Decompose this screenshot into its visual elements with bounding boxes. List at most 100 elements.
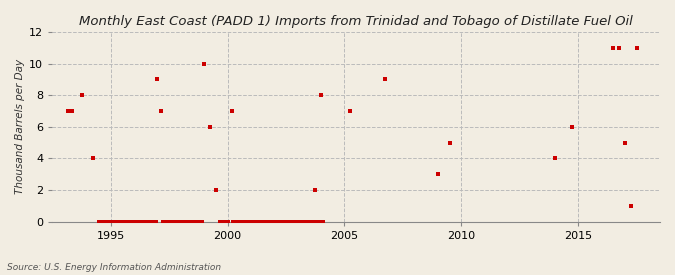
Point [183,219,194,224]
Point [160,219,171,224]
Point [136,219,147,224]
Point [199,61,210,66]
Point [238,219,248,224]
Point [244,219,254,224]
Point [148,219,159,224]
Point [283,219,294,224]
Point [144,219,155,224]
Point [271,219,281,224]
Point [228,219,239,224]
Point [127,219,138,224]
Point [240,219,250,224]
Text: Source: U.S. Energy Information Administration: Source: U.S. Energy Information Administ… [7,263,221,272]
Point [113,219,124,224]
Point [180,219,190,224]
Point [250,219,261,224]
Point [217,219,227,224]
Point [88,156,99,161]
Point [304,219,315,224]
Point [222,219,233,224]
Point [277,219,288,224]
Point [281,219,292,224]
Point [275,219,286,224]
Point [123,219,134,224]
Point [94,219,105,224]
Point [211,188,221,192]
Point [105,219,116,224]
Point [169,219,180,224]
Point [195,219,206,224]
Point [185,219,196,224]
Point [165,219,176,224]
Point [631,46,642,50]
Point [286,219,297,224]
Point [191,219,202,224]
Point [109,219,120,224]
Point [608,46,619,50]
Point [273,219,284,224]
Point [345,109,356,113]
Point [171,219,182,224]
Point [292,219,303,224]
Point [251,219,262,224]
Point [279,219,290,224]
Point [164,219,175,224]
Point [162,219,173,224]
Point [98,219,109,224]
Point [63,109,74,113]
Point [197,219,208,224]
Point [134,219,145,224]
Point [140,219,151,224]
Point [261,219,272,224]
Point [625,204,636,208]
Point [133,219,144,224]
Point [119,219,130,224]
Point [236,219,246,224]
Point [294,219,305,224]
Point [314,219,325,224]
Y-axis label: Thousand Barrels per Day: Thousand Barrels per Day [15,59,25,194]
Point [232,219,243,224]
Point [306,219,317,224]
Point [66,109,77,113]
Point [290,219,301,224]
Point [115,219,126,224]
Point [121,219,132,224]
Point [296,219,307,224]
Point [187,219,198,224]
Point [269,219,279,224]
Point [317,219,328,224]
Point [226,109,237,113]
Point [107,219,118,224]
Point [242,219,252,224]
Title: Monthly East Coast (PADD 1) Imports from Trinidad and Tobago of Distillate Fuel : Monthly East Coast (PADD 1) Imports from… [79,15,633,28]
Point [152,77,163,82]
Point [285,219,296,224]
Point [288,219,299,224]
Point [380,77,391,82]
Point [218,219,229,224]
Point [316,93,327,97]
Point [111,219,122,224]
Point [99,219,110,224]
Point [129,219,140,224]
Point [138,219,149,224]
Point [253,219,264,224]
Point [234,219,245,224]
Point [302,219,313,224]
Point [189,219,200,224]
Point [220,219,231,224]
Point [168,219,179,224]
Point [308,219,319,224]
Point [230,219,241,224]
Point [142,219,153,224]
Point [156,109,167,113]
Point [257,219,268,224]
Point [549,156,560,161]
Point [263,219,274,224]
Point [567,125,578,129]
Point [176,219,186,224]
Point [173,219,184,224]
Point [433,172,443,177]
Point [96,219,107,224]
